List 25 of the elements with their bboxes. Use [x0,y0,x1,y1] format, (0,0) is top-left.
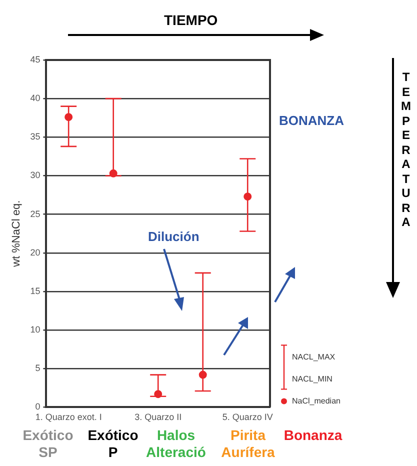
text: Pirita Aurífera [220,427,276,461]
y-tick-label: 5 [35,363,40,374]
text: TEMPERATURA [401,70,411,229]
y-tick-label: 30 [30,170,40,180]
y-tick-label: 20 [30,247,40,258]
y-tick-label: 40 [30,93,40,104]
x-tick-label: 3. Quarzo II [134,412,182,422]
text: TIEMPO [164,12,218,28]
y-tick-label: 10 [30,324,40,335]
y-tick-label: 25 [30,208,40,219]
y-tick-label: 0 [35,402,40,412]
text: NACL_MAX [292,352,336,362]
text: Exótico SP [22,427,74,461]
text: BONANZA [279,113,344,128]
text: Halos Alteració [145,427,207,461]
y-tick-label: 45 [30,54,40,64]
x-tick-label: 5. Quarzo IV [222,412,273,422]
text: NACL_MIN [292,374,333,384]
y-tick-label: 15 [30,286,40,296]
y-axis-title: wt %NaCl eq. [10,200,23,268]
annotation: Dilución [148,229,200,244]
text: Bonanza [282,427,344,444]
legend-label: NaCl_median [292,396,340,406]
y-tick-label: 35 [30,132,40,142]
x-tick-label: 1. Quarzo exot. I [35,412,102,422]
